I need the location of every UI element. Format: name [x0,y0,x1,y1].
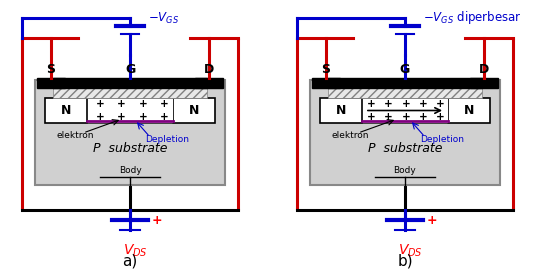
Text: N: N [464,104,474,117]
Text: $-V_{GS}$: $-V_{GS}$ [148,10,179,26]
Text: P  substrate: P substrate [368,142,442,155]
Text: +: + [436,99,445,109]
Bar [470,78,498,88]
Bar [173,98,215,123]
Text: +: + [117,112,126,122]
Text: a): a) [123,253,138,268]
Bar [35,80,225,185]
Text: +: + [138,99,147,109]
Bar [310,80,500,185]
Text: S: S [322,63,330,76]
Bar [328,78,482,88]
Text: P  substrate: P substrate [93,142,167,155]
Bar [320,98,362,123]
Bar [53,88,207,98]
Text: +: + [384,99,393,109]
Text: +: + [384,112,393,122]
Text: N: N [336,104,346,117]
Text: +: + [152,214,162,227]
Bar [53,78,207,88]
Text: N: N [61,104,71,117]
Text: $-V_{GS}$ diperbesar: $-V_{GS}$ diperbesar [423,9,522,26]
Text: Depletion: Depletion [420,135,464,144]
Text: +: + [95,112,104,122]
Text: elektron: elektron [331,131,369,140]
Text: elektron: elektron [56,131,94,140]
Bar [195,78,223,88]
Text: $V_{DS}$: $V_{DS}$ [123,243,148,259]
Text: +: + [367,99,376,109]
Text: +: + [402,112,410,122]
Bar [87,98,173,123]
Bar [37,78,65,88]
Text: N: N [189,104,199,117]
Text: +: + [419,112,427,122]
Bar [45,98,87,123]
Text: +: + [427,214,438,227]
Text: Depletion: Depletion [145,135,189,144]
Text: +: + [367,112,376,122]
Text: +: + [117,99,126,109]
Bar [448,98,490,123]
Text: +: + [160,112,169,122]
Text: +: + [402,99,410,109]
Text: D: D [204,63,214,76]
Bar [328,88,482,98]
Text: +: + [95,99,104,109]
Text: S: S [46,63,56,76]
Text: b): b) [397,253,413,268]
Text: G: G [125,63,135,76]
Bar [312,78,340,88]
Text: +: + [138,112,147,122]
Text: D: D [479,63,489,76]
Text: Body: Body [393,166,416,175]
Text: $V_{DS}$: $V_{DS}$ [397,243,422,259]
Text: +: + [160,99,169,109]
Text: +: + [436,112,445,122]
Bar [362,98,448,123]
Text: +: + [419,99,427,109]
Text: Body: Body [119,166,141,175]
Text: G: G [400,63,410,76]
